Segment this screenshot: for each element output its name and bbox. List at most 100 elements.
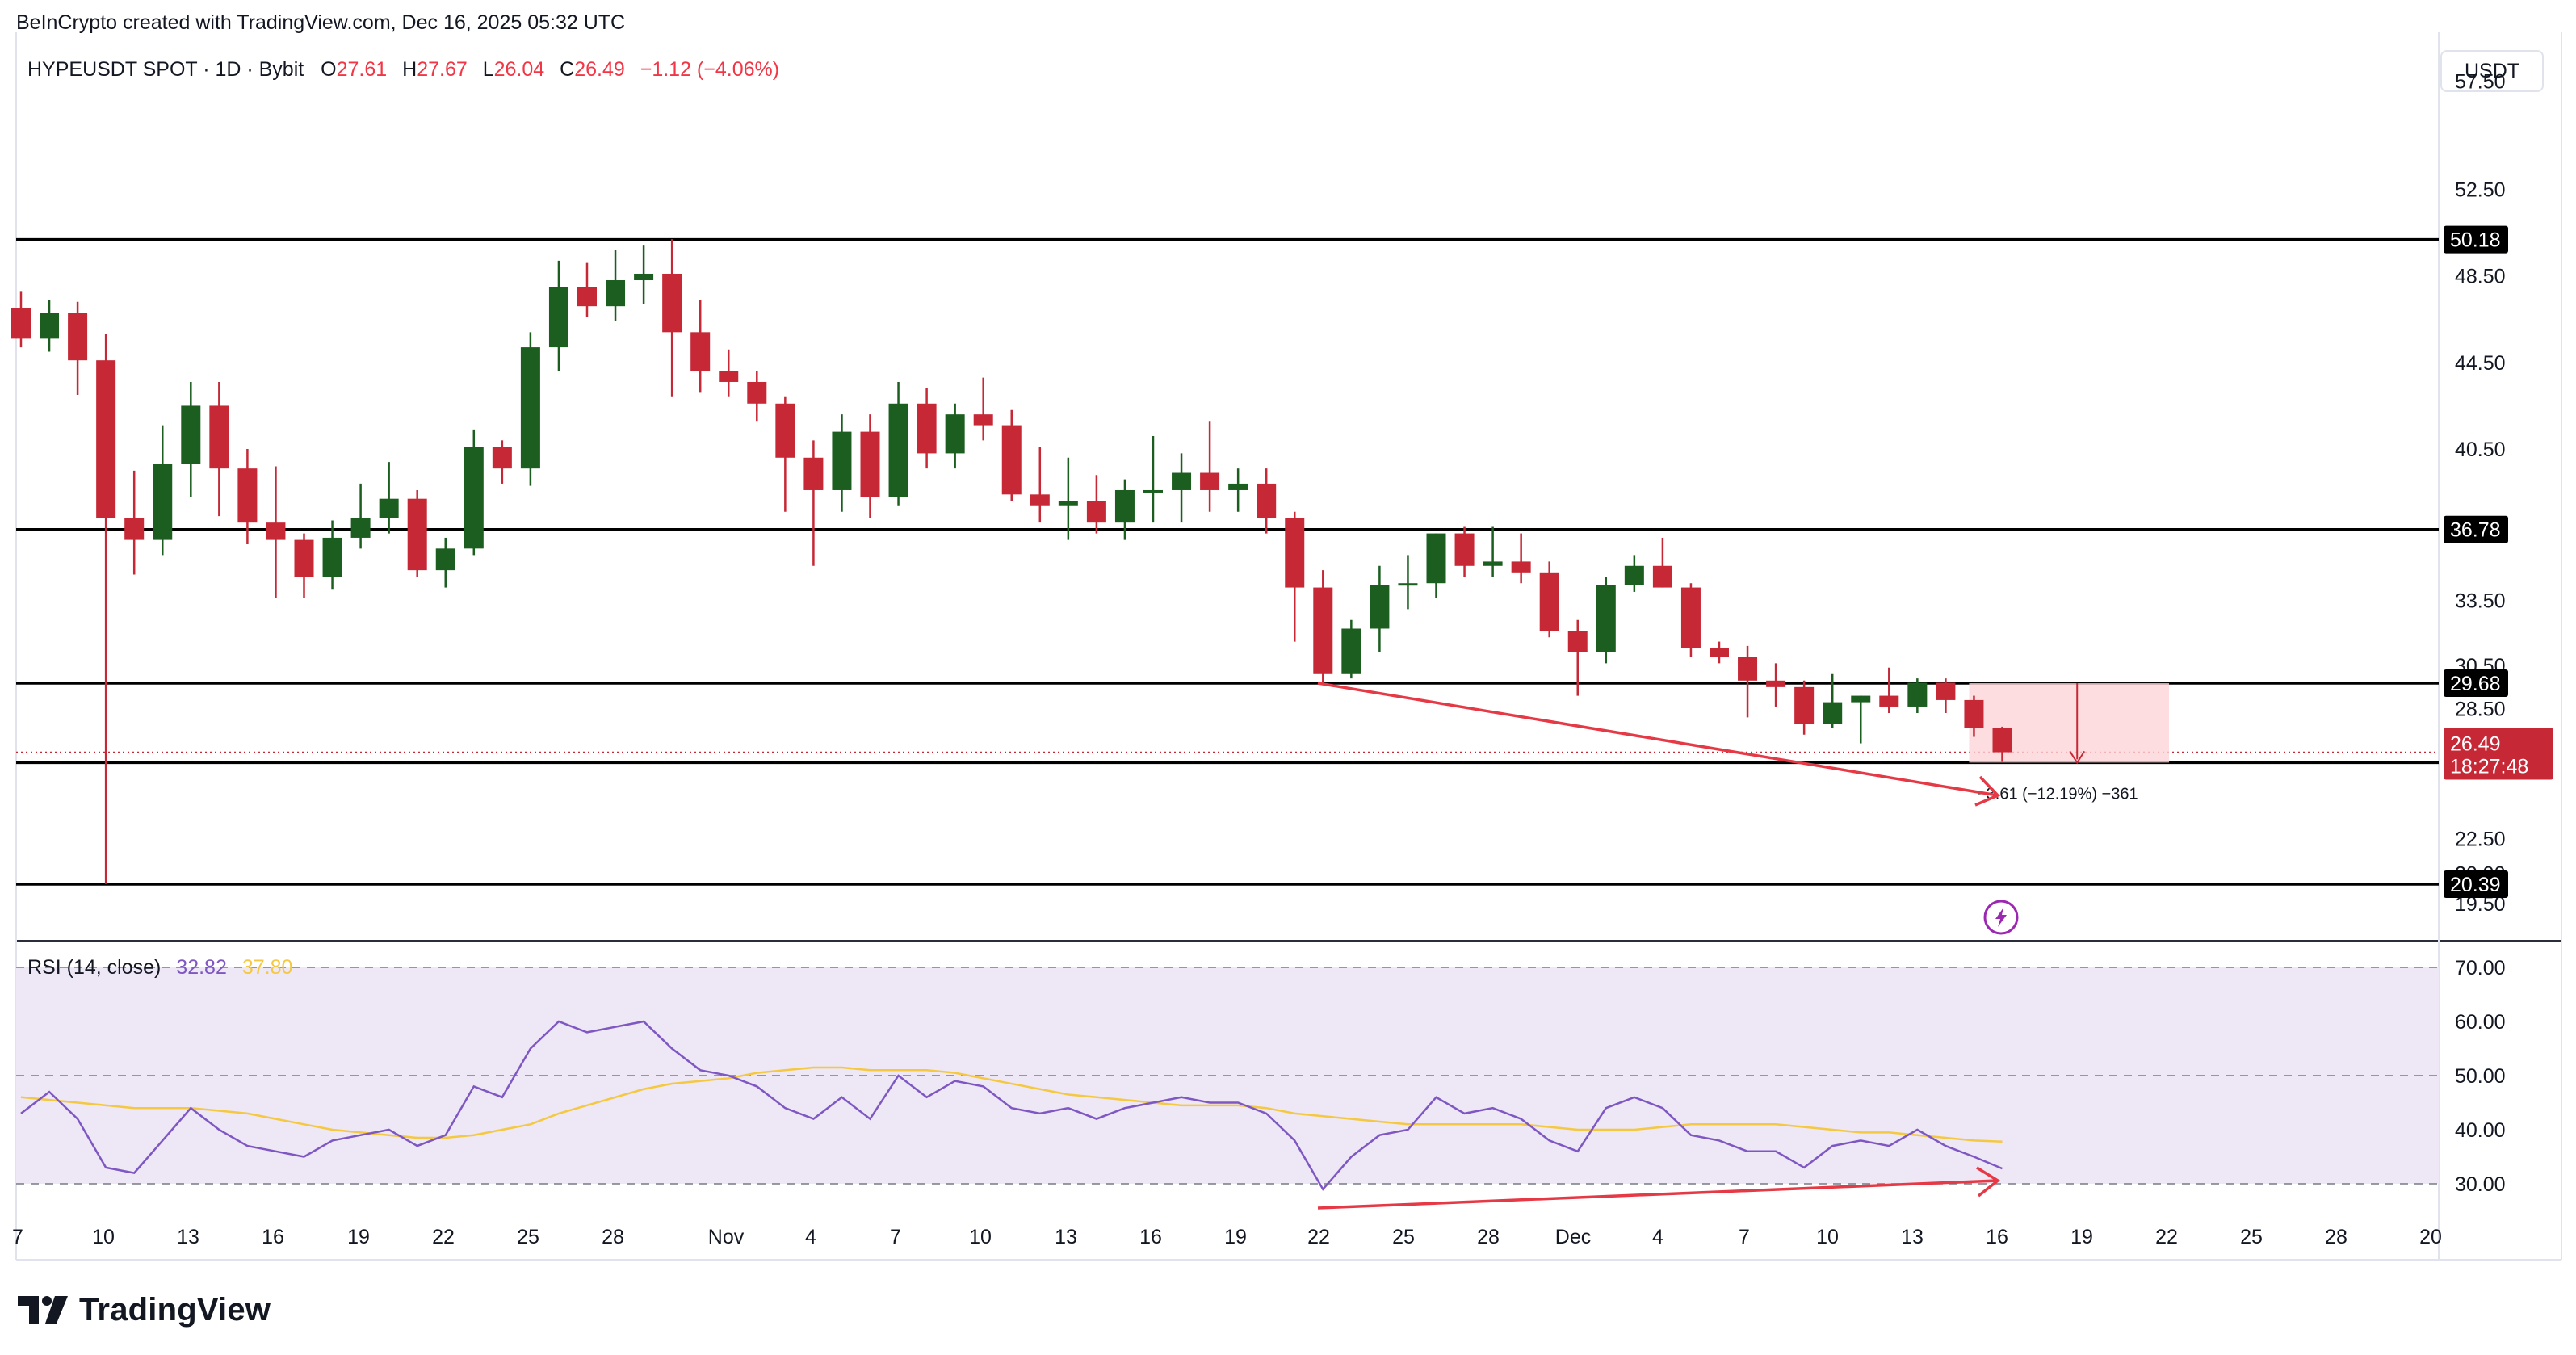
candle-body — [1511, 561, 1531, 573]
candle-body — [1710, 648, 1729, 657]
candle-body — [209, 405, 229, 469]
level-price-tag-label: 50.18 — [2450, 229, 2501, 252]
candle-body — [1426, 533, 1446, 584]
time-axis[interactable]: 7 10 13 16 19 22 25 28 Nov 4 7 10 13 16 19 22 25 28 Dec 4 7 1… — [12, 1226, 2442, 1248]
time-axis-tick-label: 22 — [432, 1226, 455, 1248]
level-price-tag — [2444, 225, 2508, 254]
candle-body — [1257, 483, 1277, 518]
time-axis-tick-label: 25 — [1392, 1226, 1415, 1248]
candle-body — [1483, 561, 1503, 566]
candle-body — [124, 518, 145, 540]
time-axis-tick-label: 13 — [1055, 1226, 1077, 1248]
candle-body — [973, 414, 993, 426]
candle-body — [1341, 628, 1361, 674]
rsi-ma-line — [20, 1066, 2003, 1143]
time-axis-tick-label: 19 — [347, 1226, 370, 1248]
candle-body — [690, 332, 711, 371]
price-axis-tick-label: 57.50 — [2455, 70, 2506, 93]
measure-arrow-head — [2069, 750, 2086, 765]
rsi-value: 32.82 — [176, 956, 227, 979]
tradingview-logo[interactable]: TradingView — [18, 1289, 271, 1331]
candle-body — [832, 431, 852, 490]
candle-body — [1228, 483, 1248, 490]
candle-body — [1285, 518, 1305, 588]
rsi-trendline-line — [1317, 1179, 1999, 1210]
candle-body — [1992, 728, 2012, 753]
candle-body — [1766, 680, 1786, 687]
level-price-tag — [2444, 515, 2508, 543]
candle-body — [1398, 583, 1418, 586]
time-axis-tick-label: 4 — [805, 1226, 816, 1248]
rsi-axis-tick-label: 60.00 — [2455, 1011, 2506, 1034]
time-axis-tick-label: 7 — [1739, 1226, 1750, 1248]
time-axis-tick-label: 10 — [92, 1226, 115, 1248]
candle-body — [577, 287, 597, 307]
candle-body — [1851, 695, 1871, 703]
candle-body — [294, 539, 314, 577]
chart-credit: BeInCrypto created with TradingView.com,… — [16, 11, 626, 34]
rsi-title: RSI (14, close) — [27, 956, 161, 979]
candle-body — [1539, 572, 1559, 631]
time-axis-tick-label: 10 — [969, 1226, 992, 1248]
candle-body — [1370, 585, 1390, 629]
level-price-tag-label: 20.39 — [2450, 874, 2501, 896]
candle-body — [40, 313, 60, 339]
currency-button[interactable]: USDT — [2440, 50, 2544, 92]
last-price-tag-value: 26.49 — [2450, 733, 2501, 756]
candle-body — [1794, 686, 1815, 724]
time-axis-tick-label: 25 — [2240, 1226, 2263, 1248]
rsi-ma-value: 37.80 — [242, 956, 293, 979]
level-price-tag-label: 36.78 — [2450, 519, 2501, 542]
time-axis-tick-label: 4 — [1652, 1226, 1663, 1248]
time-axis-tick-label: 28 — [1477, 1226, 1500, 1248]
tradingview-logo-icon — [18, 1296, 68, 1324]
rsi-axis-tick-label: 70.00 — [2455, 957, 2506, 980]
legend-h-label: H — [402, 58, 417, 81]
last-price-tag — [2444, 728, 2553, 780]
candle-body — [407, 498, 427, 571]
time-axis-tick-label: 22 — [2155, 1226, 2178, 1248]
lightning-icon[interactable] — [1983, 900, 2019, 935]
rsi-axis-tick-label: 40.00 — [2455, 1119, 2506, 1142]
time-axis-tick-label: 16 — [1986, 1226, 2008, 1248]
time-axis-tick-label: 20 — [2419, 1226, 2442, 1248]
candle-body — [464, 447, 484, 549]
candle-body — [606, 280, 626, 307]
candle-body — [548, 287, 568, 348]
candle-body — [1907, 682, 1928, 707]
candle-body — [1680, 587, 1701, 648]
time-axis-tick-label: 28 — [2325, 1226, 2347, 1248]
candle-body — [1936, 682, 1956, 700]
candle-body — [153, 464, 173, 540]
time-axis-tick-label: 16 — [262, 1226, 284, 1248]
measure-label: −3.61 (−12.19%) −361 — [1977, 785, 2138, 803]
rsi-trendline-arrowhead — [1976, 1166, 2001, 1198]
time-axis-tick-label: 7 — [12, 1226, 23, 1248]
candle-body — [747, 381, 767, 404]
time-axis-tick-label: 28 — [602, 1226, 624, 1248]
price-axis-tick-label: 52.50 — [2455, 178, 2506, 201]
candle-body — [350, 518, 371, 538]
rsi-line — [20, 1020, 2003, 1191]
price-axis[interactable]: 57.5052.5048.5044.5040.5033.5030.5028.50… — [2455, 70, 2506, 915]
candle-body — [11, 308, 31, 339]
price-trendline[interactable] — [1317, 682, 2001, 807]
candle-body — [1567, 631, 1588, 652]
time-axis-tick-label: Dec — [1555, 1226, 1591, 1248]
legend-h-value: 27.67 — [417, 58, 468, 81]
time-axis-tick-label: 13 — [1901, 1226, 1924, 1248]
legend-l-value: 26.04 — [494, 58, 545, 81]
candle-body — [945, 414, 965, 454]
candle-body — [917, 403, 937, 454]
legend-symbol: HYPEUSDT SPOT · 1D · Bybit — [27, 58, 304, 81]
rsi-axis-tick-label: 50.00 — [2455, 1065, 2506, 1088]
candle-body — [860, 431, 880, 497]
candle-body — [1086, 501, 1106, 523]
candle-body — [181, 405, 201, 464]
candle-body — [803, 457, 824, 490]
time-axis-tick-label: 10 — [1816, 1226, 1839, 1248]
candle-body — [1879, 695, 1899, 707]
ohlc-legend: HYPEUSDT SPOT · 1D · Bybit O27.61 H27.67… — [27, 58, 779, 81]
time-axis-tick-label: 19 — [1224, 1226, 1247, 1248]
